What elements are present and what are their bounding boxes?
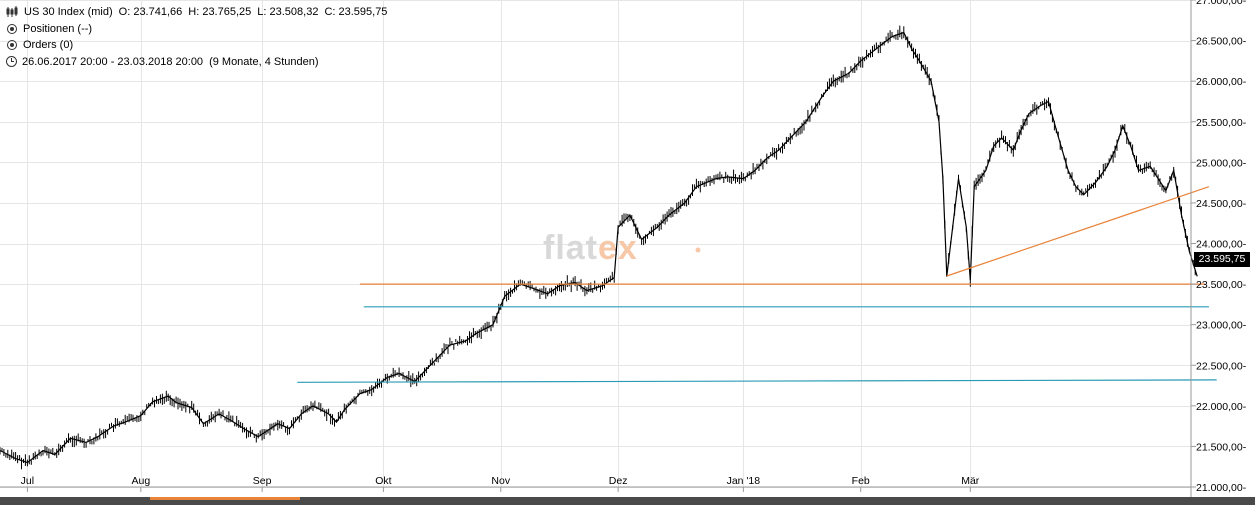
trend-lines[interactable] — [297, 186, 1217, 383]
orders-radio-icon[interactable] — [7, 40, 17, 51]
watermark-main: flat — [543, 229, 598, 267]
flatex-watermark: flatex — [543, 229, 701, 267]
y-tick-label: 21.000,00- — [1196, 482, 1247, 494]
ohlc-row: US 30 Index (mid) O: 23.741,66 H: 23.765… — [6, 4, 393, 21]
series-layer — [0, 25, 1198, 470]
y-tick-label: 23.500,00- — [1196, 279, 1247, 291]
positions-radio-icon[interactable] — [7, 23, 17, 34]
positions-row[interactable]: Positionen (--) — [6, 21, 393, 38]
y-tick-label: 26.000,00- — [1196, 76, 1247, 88]
x-tick-label: Sep — [253, 475, 272, 487]
x-tick-label: Dez — [609, 475, 628, 487]
x-axis: Jul Aug Sep Okt Nov Dez Jan '18 Feb Mär — [21, 475, 980, 492]
y-tick-label: 25.500,00- — [1196, 117, 1247, 129]
time-range: 26.06.2017 20:00 - 23.03.2018 20:00 — [22, 55, 204, 68]
x-tick-label: Aug — [132, 475, 151, 487]
scrollbar[interactable] — [0, 497, 1255, 505]
y-tick-label: 24.000,00- — [1196, 239, 1247, 251]
svg-text:flatex: flatex — [543, 229, 638, 267]
x-tick-label: Nov — [491, 475, 510, 487]
open-value: O: 23.741,66 — [118, 6, 183, 18]
y-tick-label: 23.000,00- — [1196, 320, 1247, 332]
y-tick-label: 22.000,00- — [1196, 401, 1247, 413]
y-tick-label: 26.500,00- — [1196, 36, 1247, 48]
time-range-row: 26.06.2017 20:00 - 23.03.2018 20:00 (9 M… — [6, 54, 393, 71]
y-tick-label: 21.500,00- — [1196, 441, 1247, 453]
time-range-duration: (9 Monate, 4 Stunden) — [209, 55, 319, 68]
y-axis: 27.000,00- 26.500,00- 26.000,00- 25.500,00-… — [1191, 0, 1247, 494]
instrument-name: US 30 Index (mid) — [24, 6, 113, 18]
last-price-badge: 23.595,75 — [1194, 252, 1250, 267]
trend-line-orange[interactable] — [946, 186, 1210, 277]
close-value: C: 23.595,75 — [324, 6, 388, 18]
x-tick-label: Mär — [961, 475, 980, 487]
scrollbar-thumb[interactable] — [150, 497, 300, 500]
y-tick-label: 27.000,00- — [1196, 0, 1247, 7]
x-tick-label: Jan '18 — [727, 475, 761, 487]
orders-row[interactable]: Orders (0) — [6, 37, 393, 54]
y-tick-label: 22.500,00- — [1196, 360, 1247, 372]
watermark-dot — [695, 247, 701, 253]
high-value: H: 23.765,25 — [188, 6, 252, 18]
orders-label: Orders (0) — [23, 39, 74, 51]
x-tick-label: Okt — [375, 475, 391, 487]
y-tick-label: 24.500,00- — [1196, 198, 1247, 210]
x-tick-label: Feb — [852, 475, 870, 487]
positions-label: Positionen (--) — [23, 22, 93, 35]
candles-icon — [6, 5, 19, 19]
trend-line-teal[interactable] — [297, 379, 1217, 383]
low-value: L: 23.508,32 — [257, 6, 319, 18]
x-tick-label: Jul — [21, 475, 34, 487]
clock-icon — [6, 56, 17, 68]
y-tick-label: 25.000,00- — [1196, 157, 1247, 169]
chart-info-panel: US 30 Index (mid) O: 23.741,66 H: 23.765… — [6, 4, 393, 70]
